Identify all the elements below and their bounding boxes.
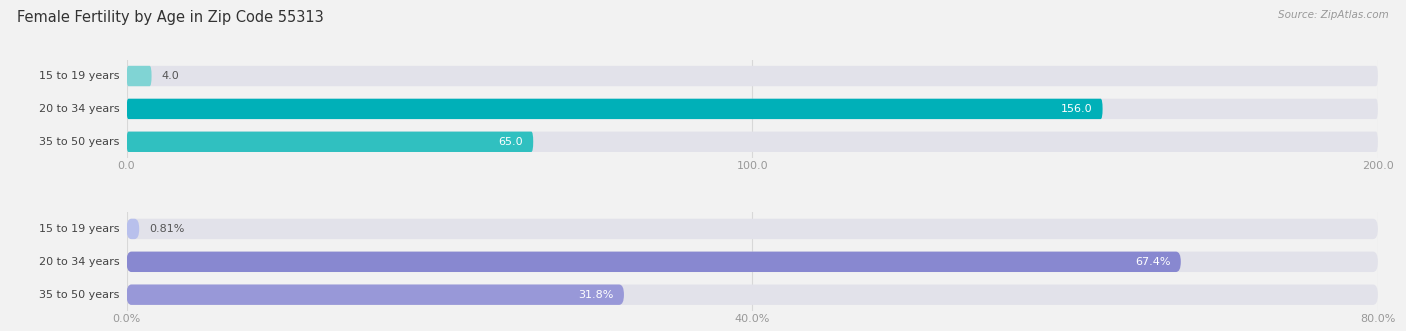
Text: 67.4%: 67.4% <box>1135 257 1171 267</box>
Text: 31.8%: 31.8% <box>578 290 614 300</box>
FancyBboxPatch shape <box>127 132 533 152</box>
FancyBboxPatch shape <box>127 132 1378 152</box>
FancyBboxPatch shape <box>127 99 1102 119</box>
FancyBboxPatch shape <box>127 252 1181 272</box>
Text: 156.0: 156.0 <box>1062 104 1092 114</box>
FancyBboxPatch shape <box>127 252 1378 272</box>
Text: Female Fertility by Age in Zip Code 55313: Female Fertility by Age in Zip Code 5531… <box>17 10 323 25</box>
FancyBboxPatch shape <box>127 285 624 305</box>
FancyBboxPatch shape <box>127 99 1378 119</box>
Text: 65.0: 65.0 <box>499 137 523 147</box>
FancyBboxPatch shape <box>127 66 152 86</box>
FancyBboxPatch shape <box>127 66 1378 86</box>
Text: 4.0: 4.0 <box>162 71 180 81</box>
FancyBboxPatch shape <box>127 219 139 239</box>
Text: 0.81%: 0.81% <box>149 224 184 234</box>
FancyBboxPatch shape <box>127 285 1378 305</box>
FancyBboxPatch shape <box>127 219 1378 239</box>
Text: Source: ZipAtlas.com: Source: ZipAtlas.com <box>1278 10 1389 20</box>
